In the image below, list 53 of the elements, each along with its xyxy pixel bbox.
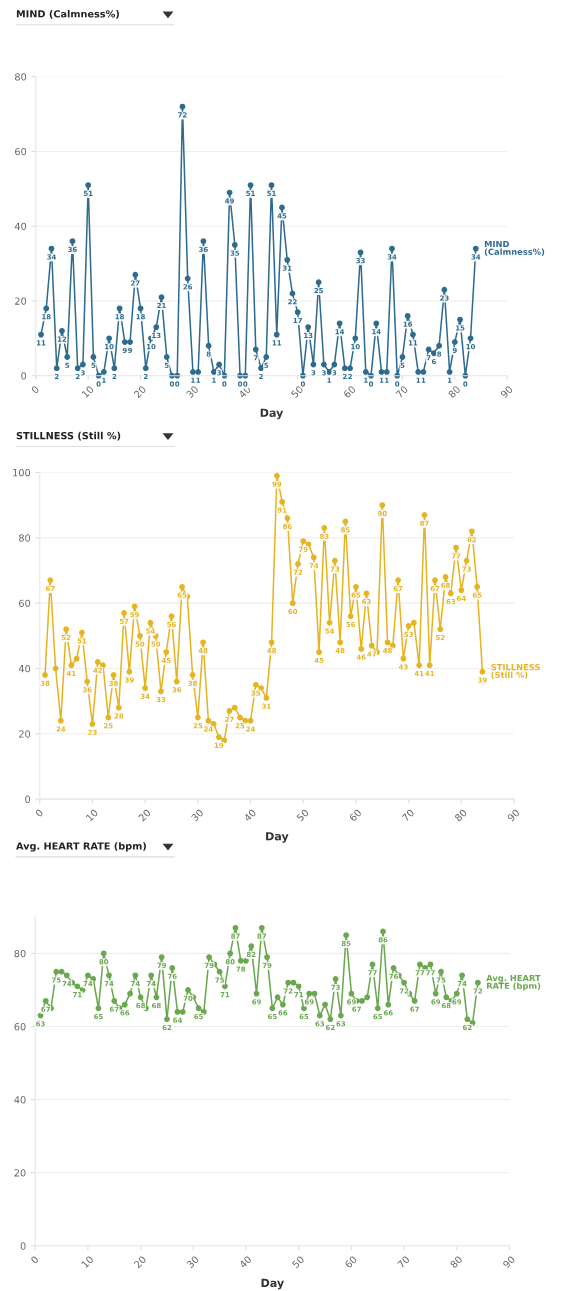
x-tick-label: 90 [500, 385, 514, 399]
y-tick-label: 20 [14, 1169, 26, 1177]
x-tick-label: 50 [291, 1255, 305, 1269]
y-tick-label: 20 [15, 297, 27, 305]
y-tick-label: 0 [20, 1242, 26, 1250]
x-tick-label: 70 [395, 385, 409, 399]
x-tick-label: 90 [502, 1255, 516, 1269]
x-tick-label: 60 [344, 1255, 358, 1269]
x-tick-label: 20 [133, 385, 147, 399]
series-label: MIND (Calmness%) [484, 240, 545, 256]
x-tick-label: 40 [238, 1255, 252, 1269]
x-tick-label: 30 [185, 385, 199, 399]
x-tick-label: 70 [401, 808, 415, 822]
series-label: Avg. HEART RATE (bpm) [486, 974, 541, 991]
y-tick-label: 40 [14, 222, 27, 231]
y-tick-label: 80 [19, 534, 31, 542]
y-tick-label: 60 [15, 147, 27, 156]
chart-title: STILLNESS (Still %) [16, 431, 121, 441]
y-tick-label: 0 [21, 372, 27, 380]
x-tick-label: 0 [34, 808, 44, 818]
x-tick-label: 80 [447, 385, 461, 399]
x-tick-label: 10 [81, 385, 95, 399]
y-tick-label: 20 [19, 730, 31, 738]
x-axis-title: Day [260, 408, 284, 420]
y-tick-label: 60 [19, 599, 31, 607]
chart-title: Avg. HEART RATE (bpm) [16, 842, 146, 852]
x-tick-label: 60 [348, 808, 362, 822]
y-tick-label: 40 [14, 1096, 26, 1104]
y-tick-label: 40 [18, 664, 31, 673]
y-tick-label: 60 [14, 1023, 26, 1031]
x-tick-label: 20 [138, 808, 152, 822]
x-tick-label: 70 [397, 1255, 411, 1269]
x-tick-label: 80 [449, 1255, 463, 1269]
x-axis-title: Day [261, 1278, 284, 1290]
x-tick-label: 10 [81, 1255, 94, 1269]
x-tick-label: 30 [190, 808, 204, 822]
x-tick-label: 40 [243, 808, 257, 822]
y-tick-label: 0 [25, 795, 31, 803]
x-tick-label: 80 [454, 808, 468, 822]
x-tick-label: 50 [296, 808, 310, 822]
x-tick-label: 20 [133, 1255, 147, 1269]
x-axis-title: Day [266, 832, 289, 843]
x-tick-label: 0 [30, 1255, 39, 1265]
series-label: STILLNESS (Still %) [491, 663, 540, 680]
x-tick-label: 90 [506, 808, 520, 822]
chart-title: MIND (Calmness%) [16, 9, 119, 19]
x-tick-label: 10 [85, 808, 99, 822]
y-tick-label: 100 [13, 468, 31, 477]
x-tick-label: 0 [30, 385, 40, 394]
y-tick-label: 80 [14, 949, 26, 958]
y-tick-label: 80 [15, 73, 27, 81]
x-tick-label: 30 [186, 1255, 200, 1269]
x-tick-label: 60 [342, 385, 356, 399]
